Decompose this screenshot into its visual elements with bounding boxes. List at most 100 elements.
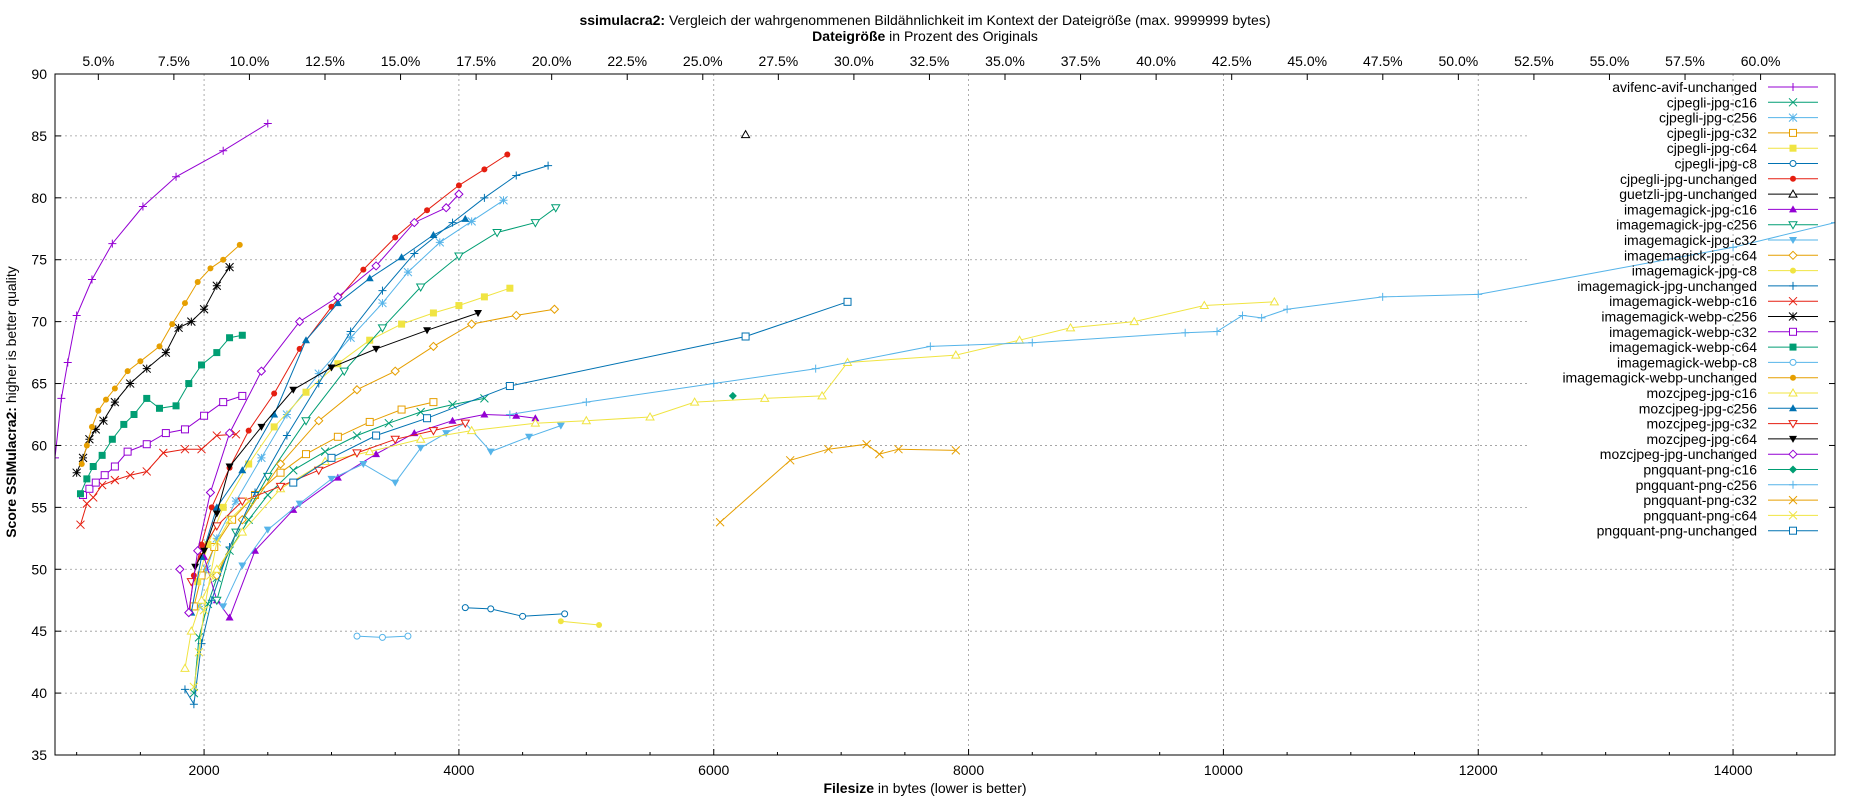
data-point <box>72 311 81 320</box>
top-tick-label: 55.0% <box>1590 53 1630 69</box>
data-point <box>83 475 91 483</box>
data-point <box>224 428 235 438</box>
data-point <box>359 461 368 469</box>
data-point <box>208 504 215 511</box>
data-point <box>487 605 495 613</box>
data-point <box>228 515 237 524</box>
data-point <box>123 447 132 456</box>
data-point <box>83 442 90 449</box>
data-point <box>1831 218 1835 227</box>
data-point <box>99 416 108 426</box>
data-point <box>409 217 420 228</box>
series-imagemagick-webp-c256 <box>72 262 234 478</box>
data-point <box>505 410 514 419</box>
legend-marker <box>1789 83 1797 91</box>
data-point <box>257 453 266 463</box>
data-point <box>202 564 211 574</box>
data-point <box>530 418 541 427</box>
legend-label: pngquant-png-c64 <box>1643 507 1757 523</box>
legend-marker <box>1788 387 1798 397</box>
legend-item: pngquant-png-c16 <box>1643 462 1818 478</box>
data-point <box>270 410 279 418</box>
data-point <box>492 228 502 238</box>
legend-label: mozcjpeg-jpg-c256 <box>1639 400 1757 416</box>
data-point <box>197 639 206 648</box>
legend-marker <box>1789 160 1797 167</box>
top-tick-label: 37.5% <box>1061 53 1101 69</box>
data-point <box>271 390 278 397</box>
data-point <box>212 503 221 511</box>
legend-item: mozcjpeg-jpg-c256 <box>1639 400 1818 416</box>
legend-label: imagemagick-webp-c256 <box>1601 309 1757 325</box>
data-point <box>180 444 190 454</box>
data-point <box>1065 322 1076 332</box>
data-point <box>1474 290 1483 299</box>
legend-marker <box>1789 237 1797 244</box>
legend-marker <box>1788 312 1798 321</box>
data-point <box>1181 328 1190 337</box>
series-line <box>560 620 600 626</box>
top-tick-label: 60.0% <box>1741 53 1781 69</box>
series-cjpegli-jpg-c256 <box>194 195 508 611</box>
legend-label: imagemagick-jpg-c16 <box>1624 201 1757 217</box>
legend-item: mozcjpeg-jpg-c64 <box>1647 431 1818 447</box>
data-point <box>95 407 102 414</box>
legend-label: imagemagick-webp-c16 <box>1609 293 1757 309</box>
data-point <box>270 423 278 431</box>
data-point <box>289 478 298 487</box>
data-point <box>424 207 431 214</box>
data-point <box>212 510 221 518</box>
data-point <box>189 682 199 692</box>
top-tick-label: 52.5% <box>1514 53 1554 69</box>
data-point <box>130 411 138 418</box>
top-tick-label: 22.5% <box>607 53 647 69</box>
data-point <box>549 304 560 314</box>
data-point <box>219 503 227 511</box>
series-imagemagick-jpg-c8 <box>557 618 603 628</box>
legend-marker <box>1788 420 1798 429</box>
legend-item: pngquant-png-c64 <box>1643 507 1818 523</box>
series-imagemagick-webp-c8 <box>353 632 412 641</box>
data-point <box>392 234 399 241</box>
series-cjpegli-jpg-c32 <box>189 398 438 611</box>
data-point <box>225 262 234 272</box>
data-point <box>428 341 439 352</box>
y-tick-label: 65 <box>31 376 47 392</box>
data-point <box>110 397 120 407</box>
x-tick-label: 10000 <box>1204 762 1243 778</box>
data-point <box>486 448 495 456</box>
data-point <box>198 361 206 369</box>
data-point <box>474 309 483 317</box>
data-point <box>120 420 128 428</box>
data-point <box>89 463 97 471</box>
data-point <box>423 327 432 335</box>
legend-marker <box>1789 480 1797 489</box>
data-point <box>184 607 194 618</box>
data-point <box>1269 296 1280 306</box>
legend-marker <box>1790 175 1796 182</box>
data-point <box>212 533 222 543</box>
data-point <box>390 435 401 445</box>
y-tick-label: 75 <box>31 252 47 268</box>
data-point <box>862 439 871 449</box>
legend-label: pngquant-png-c32 <box>1643 492 1757 508</box>
series-imagemagick-jpg-c256 <box>211 204 561 606</box>
legend-marker <box>1788 113 1798 122</box>
top-tick-label: 35.0% <box>985 53 1025 69</box>
legend-label: imagemagick-webp-c8 <box>1617 354 1757 370</box>
data-point <box>377 324 388 333</box>
series-pngquant-png-c256 <box>505 218 1835 419</box>
series-line <box>465 607 565 617</box>
data-point <box>186 578 197 587</box>
series-layer <box>55 119 1835 709</box>
x-tick-label: 8000 <box>953 762 984 778</box>
x-tick-label: 12000 <box>1459 762 1498 778</box>
data-point <box>352 449 362 458</box>
grid-lines <box>55 74 1835 755</box>
legend-marker <box>1789 128 1797 137</box>
legend-marker <box>1790 374 1796 381</box>
y-tick-label: 80 <box>31 190 47 206</box>
data-point <box>824 444 833 454</box>
legend-marker <box>1788 495 1798 505</box>
